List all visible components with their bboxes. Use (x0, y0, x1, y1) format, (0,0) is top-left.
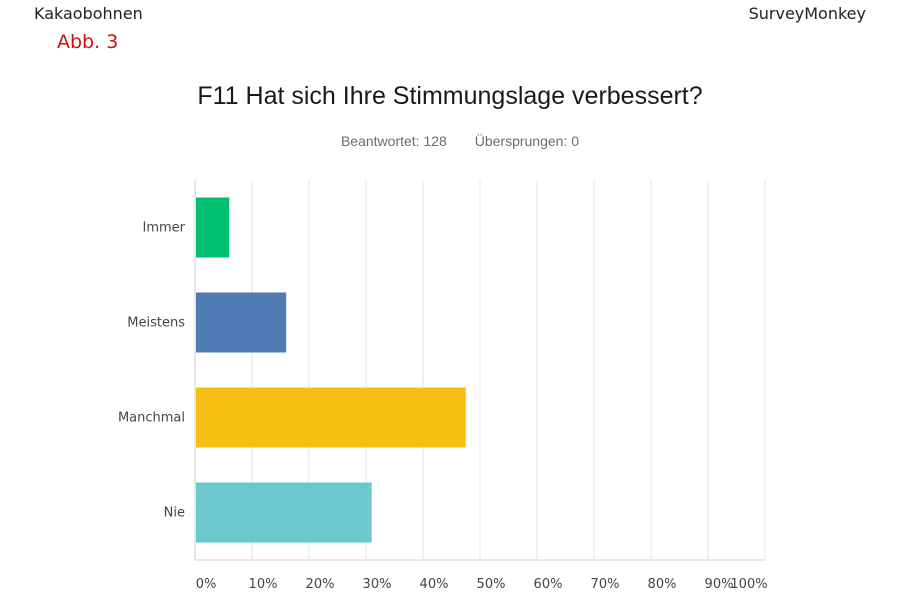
x-tick-label: 70% (591, 577, 620, 592)
skipped-count: Übersprungen: 0 (474, 133, 580, 149)
x-tick-label: 50% (477, 577, 506, 592)
answered-count: Beantwortet: 128 (340, 133, 447, 149)
category-label: Manchmal (118, 411, 185, 426)
x-tick-label: 40% (420, 577, 449, 592)
bar-nie (196, 482, 372, 543)
brand-label: SurveyMonkey (748, 4, 866, 23)
x-tick-label: 60% (534, 577, 563, 592)
response-stats: Beantwortet: 128 Übersprungen: 0 (0, 133, 900, 149)
x-tick-label: 30% (363, 577, 392, 592)
question-title: F11 Hat sich Ihre Stimmungslage verbesse… (197, 82, 703, 110)
bar-meistens (196, 292, 287, 353)
category-label: Meistens (127, 316, 185, 331)
x-tick-label: 80% (648, 577, 677, 592)
x-tick-label: 20% (306, 577, 335, 592)
category-label: Nie (164, 506, 185, 521)
x-tick-labels: 0% 10% 20% 30% 40% 50% 60% 70% 80% 90%100% (196, 577, 768, 592)
bars (196, 197, 466, 543)
x-tick-label: 100% (730, 577, 767, 592)
bar-manchmal (196, 387, 466, 448)
figure-annotation: Abb. 3 (57, 31, 119, 53)
bar-immer (196, 197, 230, 258)
gridlines (194, 180, 766, 561)
category-labels: Immer Meistens Manchmal Nie (118, 221, 186, 521)
survey-name: Kakaobohnen (34, 4, 143, 23)
x-tick-label: 0% (196, 577, 217, 592)
x-tick-label: 10% (249, 577, 278, 592)
category-label: Immer (142, 221, 185, 236)
x-tick-label: 90% (705, 577, 734, 592)
